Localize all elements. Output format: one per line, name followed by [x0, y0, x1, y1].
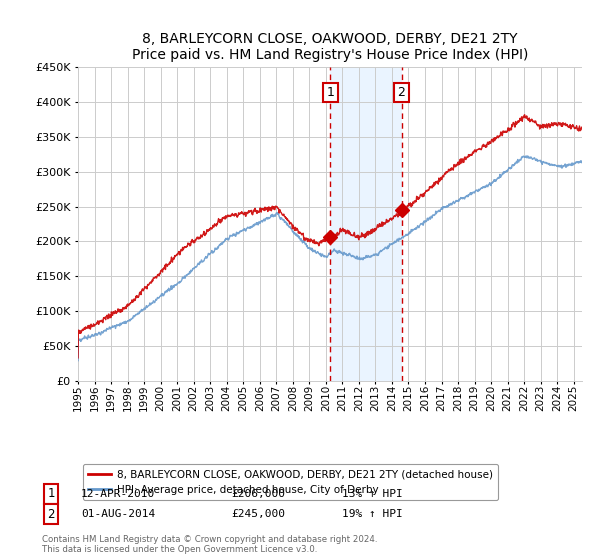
Text: 2: 2	[398, 86, 406, 99]
Text: 19% ↑ HPI: 19% ↑ HPI	[342, 509, 403, 519]
Text: 13% ↑ HPI: 13% ↑ HPI	[342, 489, 403, 499]
Text: 1: 1	[326, 86, 334, 99]
Text: 01-AUG-2014: 01-AUG-2014	[81, 509, 155, 519]
Text: Contains HM Land Registry data © Crown copyright and database right 2024.
This d: Contains HM Land Registry data © Crown c…	[42, 535, 377, 554]
Text: £245,000: £245,000	[231, 509, 285, 519]
Title: 8, BARLEYCORN CLOSE, OAKWOOD, DERBY, DE21 2TY
Price paid vs. HM Land Registry's : 8, BARLEYCORN CLOSE, OAKWOOD, DERBY, DE2…	[132, 32, 528, 62]
Text: 1: 1	[47, 487, 55, 501]
Text: £206,000: £206,000	[231, 489, 285, 499]
Bar	[331, 67, 401, 381]
Text: 12-APR-2010: 12-APR-2010	[81, 489, 155, 499]
Legend: 8, BARLEYCORN CLOSE, OAKWOOD, DERBY, DE21 2TY (detached house), HPI: Average pri: 8, BARLEYCORN CLOSE, OAKWOOD, DERBY, DE2…	[83, 464, 498, 500]
Text: 2: 2	[47, 507, 55, 521]
